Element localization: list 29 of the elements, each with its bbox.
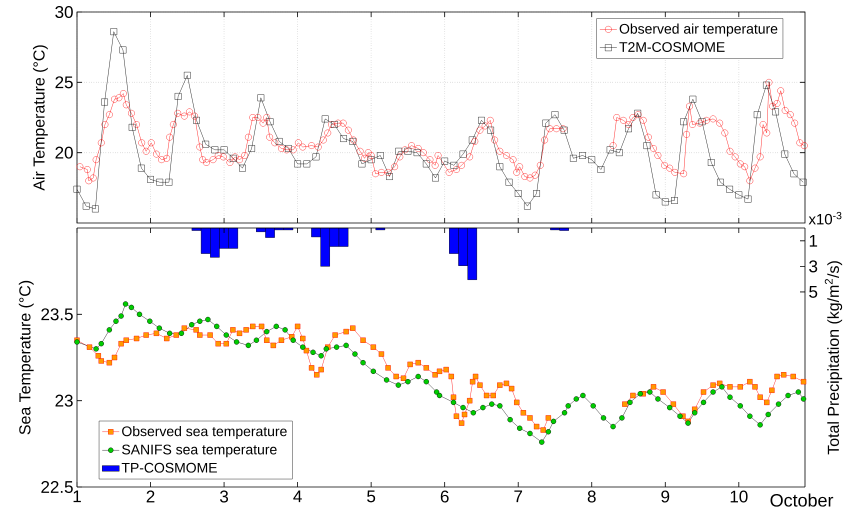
y2-tick-label: 1 — [810, 234, 818, 247]
y2-tick-label: 5 — [809, 286, 818, 298]
x-tick-label: 10 — [730, 490, 748, 503]
legend-label: T2M-COSMOME — [619, 42, 725, 52]
text: x10$^{-3}$ — [808, 212, 842, 224]
y2-tick-label: 3 — [809, 260, 818, 272]
y-tick-label: 23.5 — [41, 308, 73, 320]
legend-label: TP-COSMOME — [122, 462, 217, 473]
y-tick-label: 25 — [56, 76, 73, 88]
x-tick-label: 4 — [293, 490, 302, 502]
legend-label: Observed sea temperature — [122, 426, 287, 439]
y-tick-label: 23 — [56, 394, 73, 407]
y-tick-label: 30 — [55, 6, 73, 18]
y-tick-label: 22.5 — [41, 481, 73, 493]
x-tick-label: 8 — [588, 490, 596, 503]
y-tick-label: 20 — [56, 146, 73, 159]
legend-label: Observed air temperature — [620, 24, 778, 37]
x-tick-label: 1 — [74, 490, 81, 502]
y-axis-title: Air Temperature (°C) — [32, 45, 48, 191]
y-axis-title: Sea Temperature (°C) — [18, 280, 34, 434]
x-tick-label: 6 — [440, 490, 449, 503]
x-tick-label: 9 — [661, 490, 670, 503]
y2-axis-title: Total Precipitation (kg/m$^{2}$/s) — [824, 261, 842, 454]
x-tick-label: 3 — [220, 490, 228, 503]
x-tick-label: 2 — [146, 490, 154, 502]
legend-label: SANIFS sea temperature — [122, 444, 277, 458]
x-tick-label: 5 — [367, 490, 376, 502]
x-axis-title: October — [770, 494, 834, 507]
x-tick-label: 7 — [514, 490, 522, 502]
